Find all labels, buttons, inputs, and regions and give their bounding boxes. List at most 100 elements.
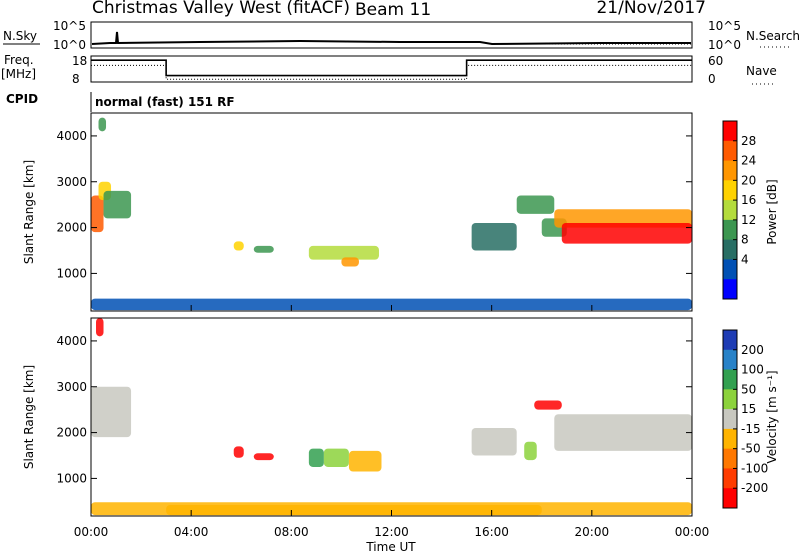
- freq-unit: [MHz]: [1, 67, 36, 81]
- power-colorbar-swatch-1: [723, 140, 737, 162]
- xtick-label-2: 08:00: [274, 525, 309, 539]
- nsearch-tick-low: 10^0: [708, 38, 741, 52]
- power-colorbar-label-0: 28: [741, 134, 756, 148]
- velocity-colorbar-swatch-4: [723, 409, 737, 430]
- power-echo-region-5: [253, 245, 274, 253]
- power-ylabel: Slant Range [km]: [22, 160, 36, 264]
- power-colorbar-label-6: 4: [741, 252, 749, 266]
- power-echo-region-7: [341, 257, 359, 267]
- velocity-colorbar-swatch-0: [723, 330, 737, 351]
- power-colorbar-label-1: 24: [741, 154, 756, 168]
- velocity-echo-region-9: [534, 400, 562, 410]
- velocity-ytick-label-3: 1000: [56, 471, 87, 485]
- nave-trace: [91, 64, 692, 80]
- nsky-tick-high: 10^5: [53, 19, 86, 33]
- freq-label: Freq.: [4, 53, 34, 67]
- power-colorbar-label-3: 16: [741, 193, 756, 207]
- velocity-echo-region-5: [323, 448, 349, 467]
- velocity-colorbar-swatch-1: [723, 349, 737, 371]
- xtick-label-3: 12:00: [374, 525, 409, 539]
- power-colorbar-label-4: 12: [741, 213, 756, 227]
- velocity-colorbar-label: Velocity [m s⁻¹]: [765, 370, 779, 463]
- velocity-ylabel: Slant Range [km]: [22, 365, 36, 469]
- velocity-echo-region-12: [166, 505, 542, 516]
- velocity-colorbar-swatch-8: [723, 488, 737, 509]
- power-echo-region-6: [308, 245, 379, 260]
- xtick-label-6: 00:00: [675, 525, 710, 539]
- date-title: 21/Nov/2017: [596, 0, 706, 18]
- power-colorbar-label-5: 8: [741, 233, 749, 247]
- power-colorbar-swatch-4: [723, 200, 737, 221]
- beam-title: Beam 11: [355, 0, 431, 20]
- power-echo-region-9: [516, 195, 555, 214]
- velocity-ytick-label-2: 2000: [56, 426, 87, 440]
- velocity-ytick-label-1: 3000: [56, 380, 87, 394]
- power-echo-region-4: [233, 241, 244, 251]
- power-colorbar-swatch-2: [723, 160, 737, 181]
- xtick-label-5: 20:00: [575, 525, 610, 539]
- power-panel: 4000 3000 2000 1000: [56, 112, 693, 312]
- velocity-echo-region-1: [91, 386, 132, 438]
- power-echo-region-3: [98, 117, 107, 132]
- freq-tick-high: 18: [72, 54, 87, 68]
- velocity-ytick-label-0: 4000: [56, 334, 87, 348]
- power-echo-region-0: [91, 195, 104, 233]
- velocity-echo-region-3: [253, 453, 274, 461]
- velocity-colorbar-label-2: 50: [741, 382, 756, 396]
- velocity-colorbar-swatch-7: [723, 468, 737, 489]
- freq-strip: Freq. [MHz] 18 8 60 0 Nave: [1, 53, 777, 86]
- nave-tick-high: 60: [708, 54, 723, 68]
- nave-tick-low: 0: [708, 72, 716, 86]
- velocity-colorbar-swatch-2: [723, 369, 737, 390]
- power-colorbar-swatch-6: [723, 239, 737, 260]
- power-echo-region-2: [103, 190, 132, 219]
- freq-trace: [91, 59, 692, 77]
- velocity-colorbar-label-1: 100: [741, 363, 764, 377]
- velocity-echo-region-10: [554, 414, 692, 451]
- velocity-colorbar-label-7: -200: [741, 481, 768, 495]
- cpid-value: normal (fast) 151 RF: [95, 95, 235, 109]
- power-ytick-label-0: 4000: [56, 129, 87, 143]
- velocity-colorbar-label-4: -15: [741, 422, 761, 436]
- velocity-panel: 4000 3000 2000 1000: [56, 317, 693, 517]
- power-colorbar-label-2: 20: [741, 173, 756, 187]
- nsky-label: N.Sky: [3, 29, 37, 43]
- velocity-colorbar-frame: [722, 329, 738, 509]
- x-axis-label: Time UT: [365, 540, 416, 554]
- nsky-tick-low: 10^0: [53, 38, 86, 52]
- power-ytick-label-1: 3000: [56, 175, 87, 189]
- power-echo-region-12: [561, 223, 692, 244]
- velocity-colorbar-swatch-5: [723, 428, 737, 450]
- velocity-colorbar: 200 100 50 15 -15 -50 -100 -200: [722, 329, 768, 509]
- velocity-colorbar-swatch-6: [723, 448, 737, 469]
- power-colorbar-swatch-7: [723, 259, 737, 280]
- velocity-colorbar-label-0: 200: [741, 343, 764, 357]
- velocity-echo-region-2: [233, 446, 244, 458]
- velocity-echo-region-7: [471, 428, 517, 456]
- power-ytick-label-2: 2000: [56, 221, 87, 235]
- power-colorbar-label: Power [dB]: [765, 179, 779, 244]
- nave-label: Nave: [746, 64, 777, 78]
- xtick-label-4: 16:00: [474, 525, 509, 539]
- noise-strip: N.Sky 10^5 10^0 10^5 10^0 N.Search: [3, 19, 800, 52]
- velocity-colorbar-label-3: 15: [741, 402, 756, 416]
- power-echo-region-13: [91, 298, 692, 311]
- velocity-echo-region-0: [96, 318, 104, 337]
- nsearch-tick-high: 10^5: [708, 19, 741, 33]
- velocity-echo-region-6: [348, 450, 382, 472]
- power-colorbar-swatch-0: [723, 121, 737, 142]
- velocity-colorbar-swatch-3: [723, 389, 737, 410]
- power-colorbar-frame: [722, 120, 738, 300]
- velocity-echo-region-4: [308, 448, 324, 467]
- power-colorbar: 28 24 20 16 12 8 4: [722, 120, 756, 300]
- cpid-label: CPID: [6, 92, 38, 106]
- velocity-echo-region-8: [524, 441, 537, 461]
- nsky-trace: [91, 31, 691, 46]
- power-colorbar-swatch-8: [723, 279, 737, 300]
- xtick-label-1: 04:00: [174, 525, 209, 539]
- nsearch-label: N.Search: [746, 29, 800, 43]
- freq-tick-low: 8: [72, 72, 80, 86]
- power-echo-region-8: [471, 223, 517, 251]
- xtick-label-0: 00:00: [74, 525, 109, 539]
